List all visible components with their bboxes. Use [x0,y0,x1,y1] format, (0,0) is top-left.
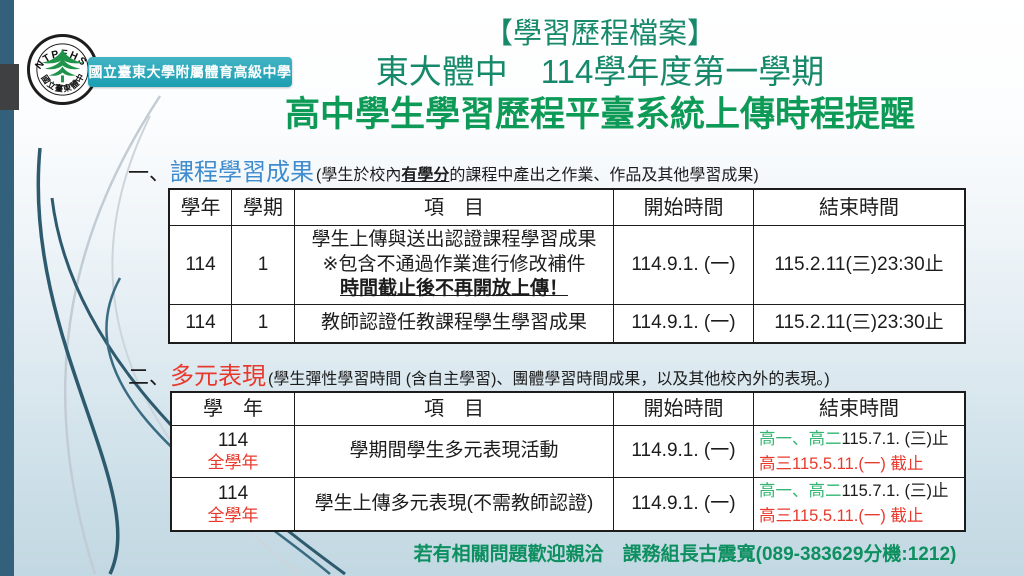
section2-label: 多元表現 [170,363,266,390]
section2-heading: 二、 多元表現 (學生彈性學習時間 (含自主學習)、團體學習時間成果，以及其他校內外… [128,356,830,391]
table2-row2-end: 高一、高二115.7.1. (三)止 高三115.5.11.(一) 截止 [759,482,949,525]
left-edge-bar [0,0,14,576]
table2-row2-item: 學生上傳多元表現(不需教師認證) [295,478,614,530]
title-line-2: 東大體中 114學年度第一學期 [375,53,825,90]
table2-row1-start: 114.9.1. (一) [614,426,754,478]
diverse-performance-table: 學 年 項 目 開始時間 結束時間 114 全學年 學期間學生多元表現活動 11… [170,391,966,532]
table1-row2-item: 教師認證任教課程學生學習成果 [295,305,614,342]
table1-row2-year: 114 [170,305,232,342]
table2-row1-year: 114 全學年 [172,426,295,478]
section1-note: (學生於校內有學分的課程中產出之作業、作品及其他學習成果) [316,167,759,184]
table2-row2-start: 114.9.1. (一) [614,478,754,530]
table1-header-item: 項 目 [295,190,614,226]
table2-header-end: 結束時間 [754,393,964,426]
table1-row1-year: 114 [170,226,232,305]
table2-row1-end: 高一、高二115.7.1. (三)止 高三115.5.11.(一) 截止 [754,426,964,478]
section2-note: (學生彈性學習時間 (含自主學習)、團體學習時間成果，以及其他校內外的表現。) [268,371,830,388]
table1-row2-end: 115.2.11(三)23:30止 [774,312,944,334]
table1-row1-semester: 1 [232,226,295,305]
logo-emblem-icon [41,49,84,83]
page-title: 高中學生學習歷程平臺系統上傳時程提醒 [284,95,915,134]
contact-footer: 若有相關問題歡迎親洽 課務組長古震寬(089-383629分機:1212) [413,544,957,565]
table1-header-year: 學年 [170,190,232,226]
section2-number: 二、 [128,366,170,389]
table1-row1-start: 114.9.1. (一) [614,226,754,305]
section1-heading: 一、 課程學習成果 (學生於校內有學分的課程中產出之作業、作品及其他學習成果) [128,152,759,187]
course-results-table: 學年 學期 項 目 開始時間 結束時間 114 1 學生上傳與送出認證課程學習成… [168,188,966,344]
table1-row1-item: 學生上傳與送出認證課程學習成果 ※包含不通過作業進行修改補件 時間截止後不再開放… [295,226,614,305]
section1-label: 課程學習成果 [170,159,314,186]
table2-header-start: 開始時間 [614,393,754,426]
school-logo: NTPEHS 國立臺東體中 [27,34,98,105]
table2-row1-item: 學期間學生多元表現活動 [295,426,614,478]
table2-header-item: 項 目 [295,393,614,426]
left-gray-accent-block [0,64,19,110]
title-line-1: 【學習歷程檔案】 [483,18,716,50]
section1-number: 一、 [128,162,170,185]
table1-header-semester: 學期 [232,190,295,226]
table1-header-end: 結束時間 [754,190,964,226]
table1-row2-start: 114.9.1. (一) [614,305,754,342]
table1-row1-end: 115.2.11(三)23:30止 [754,226,964,305]
table2-row2-year: 114 全學年 [172,478,295,530]
table1-row2-semester: 1 [232,305,295,342]
title-block: 【學習歷程檔案】 東大體中 114學年度第一學期 高中學生學習歷程平臺系統上傳時… [190,16,1010,138]
table2-header-year: 學 年 [172,393,295,426]
table1-header-start: 開始時間 [614,190,754,226]
school-name-banner: 國立臺東大學附屬體育高級中學 [88,57,292,87]
